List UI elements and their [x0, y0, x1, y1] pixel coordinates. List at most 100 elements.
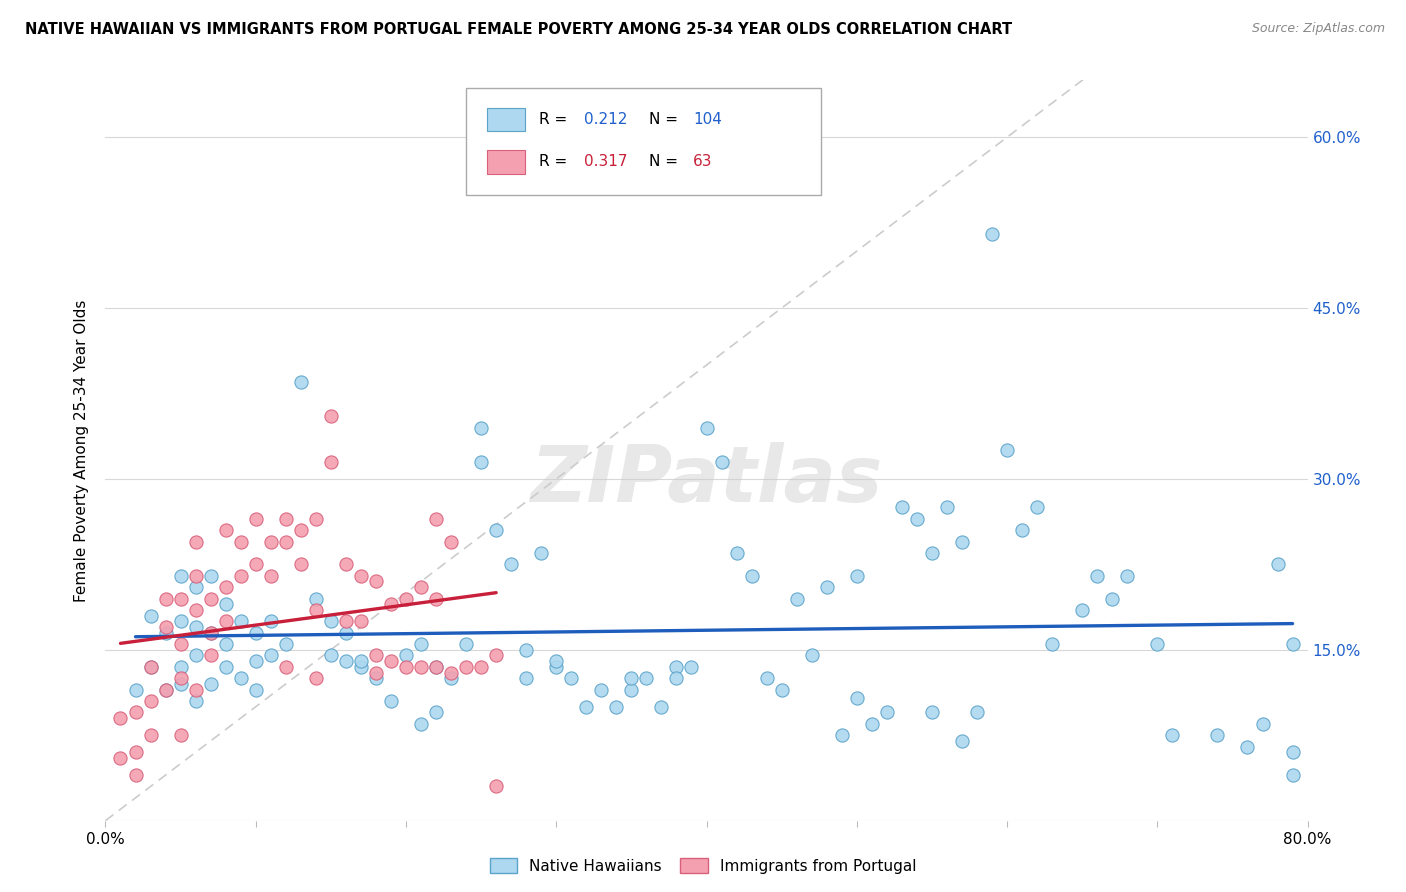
- Point: [364, 574, 387, 589]
- Point: [1251, 716, 1274, 731]
- Point: [260, 615, 283, 629]
- Point: [214, 597, 236, 611]
- Point: [515, 671, 537, 685]
- Point: [350, 568, 373, 582]
- Legend: Native Hawaiians, Immigrants from Portugal: Native Hawaiians, Immigrants from Portug…: [484, 852, 922, 880]
- Point: [546, 654, 568, 668]
- Point: [155, 591, 177, 606]
- Point: [755, 671, 778, 685]
- Point: [214, 615, 236, 629]
- Point: [319, 409, 342, 424]
- Point: [335, 654, 357, 668]
- Point: [905, 512, 928, 526]
- Point: [200, 625, 222, 640]
- Text: R =: R =: [540, 112, 572, 127]
- Point: [305, 671, 328, 685]
- Point: [485, 780, 508, 794]
- Point: [620, 671, 643, 685]
- Point: [409, 637, 432, 651]
- Point: [214, 523, 236, 537]
- Point: [364, 671, 387, 685]
- Point: [319, 615, 342, 629]
- Point: [921, 706, 943, 720]
- Point: [364, 665, 387, 680]
- Point: [425, 512, 447, 526]
- Point: [274, 637, 297, 651]
- Point: [229, 568, 252, 582]
- Point: [260, 568, 283, 582]
- Point: [305, 603, 328, 617]
- Point: [245, 558, 267, 572]
- Point: [1281, 745, 1303, 759]
- Text: ZIPatlas: ZIPatlas: [530, 442, 883, 518]
- Point: [395, 660, 418, 674]
- Point: [636, 671, 658, 685]
- Point: [1267, 558, 1289, 572]
- Point: [169, 671, 191, 685]
- Point: [800, 648, 823, 663]
- Point: [950, 734, 973, 748]
- Point: [831, 728, 853, 742]
- Point: [995, 443, 1018, 458]
- Y-axis label: Female Poverty Among 25-34 Year Olds: Female Poverty Among 25-34 Year Olds: [75, 300, 90, 601]
- Point: [425, 706, 447, 720]
- Point: [169, 568, 191, 582]
- Point: [1236, 739, 1258, 754]
- Point: [184, 580, 207, 594]
- Point: [501, 558, 523, 572]
- Point: [741, 568, 763, 582]
- Point: [305, 591, 328, 606]
- Point: [665, 660, 688, 674]
- Text: NATIVE HAWAIIAN VS IMMIGRANTS FROM PORTUGAL FEMALE POVERTY AMONG 25-34 YEAR OLDS: NATIVE HAWAIIAN VS IMMIGRANTS FROM PORTU…: [25, 22, 1012, 37]
- Point: [1040, 637, 1063, 651]
- Point: [876, 706, 898, 720]
- Point: [936, 500, 959, 515]
- Text: 0.212: 0.212: [583, 112, 627, 127]
- Point: [665, 671, 688, 685]
- Point: [440, 534, 463, 549]
- Point: [845, 568, 868, 582]
- Point: [184, 694, 207, 708]
- Point: [335, 625, 357, 640]
- Point: [470, 660, 492, 674]
- Point: [169, 637, 191, 651]
- Point: [200, 568, 222, 582]
- Point: [169, 660, 191, 674]
- Point: [200, 591, 222, 606]
- Point: [725, 546, 748, 560]
- Point: [260, 648, 283, 663]
- Point: [425, 591, 447, 606]
- Point: [485, 523, 508, 537]
- Point: [290, 558, 312, 572]
- Point: [169, 728, 191, 742]
- Point: [214, 580, 236, 594]
- Point: [380, 694, 402, 708]
- Point: [440, 671, 463, 685]
- Point: [395, 591, 418, 606]
- Point: [380, 654, 402, 668]
- Point: [229, 534, 252, 549]
- Point: [274, 534, 297, 549]
- Point: [770, 682, 793, 697]
- Point: [395, 648, 418, 663]
- Point: [560, 671, 582, 685]
- Point: [1026, 500, 1049, 515]
- Point: [650, 699, 672, 714]
- Point: [139, 694, 162, 708]
- Point: [260, 534, 283, 549]
- Point: [155, 620, 177, 634]
- Point: [124, 706, 146, 720]
- Point: [110, 711, 132, 725]
- Point: [1161, 728, 1184, 742]
- Point: [184, 620, 207, 634]
- Point: [890, 500, 912, 515]
- Point: [245, 654, 267, 668]
- Point: [845, 690, 868, 705]
- Point: [1281, 768, 1303, 782]
- Point: [214, 637, 236, 651]
- Point: [139, 660, 162, 674]
- Point: [456, 637, 478, 651]
- Point: [575, 699, 598, 714]
- Point: [335, 558, 357, 572]
- Point: [184, 648, 207, 663]
